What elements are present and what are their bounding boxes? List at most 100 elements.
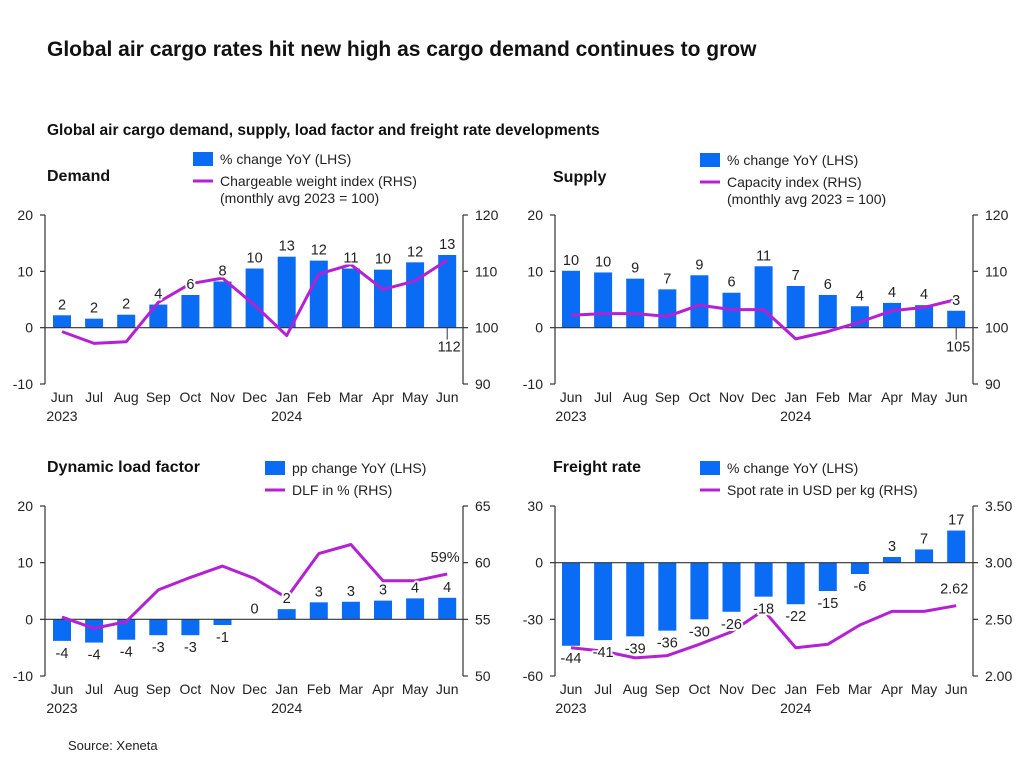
x-tick-label: Jan [275,389,298,405]
right-tick-label: 2.00 [985,668,1012,684]
left-tick-label: 10 [17,555,33,571]
legend-line-label-2: (monthly avg 2023 = 100) [727,191,886,207]
bar-value-label: 4 [443,580,451,596]
right-tick-label: 60 [475,555,491,571]
bar [438,597,457,620]
bar-value-label: 13 [279,239,295,255]
right-tick-label: 3.00 [985,555,1012,571]
bar-value-label: 3 [347,584,355,600]
x-tick-label: Apr [372,389,394,405]
bar [374,600,392,620]
bar [181,619,200,636]
bar-value-label: 2 [90,301,98,317]
x-tick-label: Oct [689,389,711,405]
bar-value-label: 10 [375,252,391,268]
left-tick-label: 0 [25,320,33,336]
right-tick-label: 100 [985,320,1009,336]
x-tick-label: Jan [275,681,298,697]
right-tick-label: 55 [475,611,491,627]
x-tick-label: Jun [436,681,459,697]
bar-value-label: 9 [695,257,703,273]
bar [850,562,869,574]
x-tick-label: May [911,389,937,405]
bar [149,619,168,636]
left-tick-label: 20 [527,207,543,223]
bar [915,305,934,328]
left-tick-label: -60 [523,668,543,684]
bar [883,557,901,563]
x-tick-label: Sep [655,389,680,405]
left-tick-label: 0 [535,320,543,336]
panel-demand: Demand % change YoY (LHS) Chargeable weigh… [13,151,499,424]
bar-value-label: 12 [311,243,327,259]
x-tick-label: Aug [623,389,648,405]
x-tick-label: Jun [945,681,968,697]
bar [883,302,901,328]
bar [53,619,71,641]
bar [53,315,71,328]
bar-value-label: 4 [856,288,864,304]
bar [690,562,709,620]
bar [117,619,136,640]
panel-title: Dynamic load factor [47,459,200,476]
bar-value-label: 10 [595,254,611,270]
bar-value-label: -4 [88,648,101,664]
x-tick-label: Feb [816,681,840,697]
x-tick-label: Aug [623,681,648,697]
bar-value-label: 2 [283,591,291,607]
legend-bar-swatch [700,461,720,475]
bar-value-label: -6 [853,579,866,595]
legend-bar-swatch [700,153,720,167]
bar [722,562,741,612]
x-year-label: 2024 [271,700,302,716]
source-note: Source: Xeneta [68,738,158,753]
panel-dynamic-load-factor: Dynamic load factor pp change YoY (LHS) DL… [13,459,491,716]
left-tick-label: 20 [17,498,33,514]
left-tick-label: 0 [535,555,543,571]
bar-value-label: 7 [792,268,800,284]
legend-bar-swatch [265,461,285,475]
bar [626,278,645,328]
x-tick-label: Jul [85,681,103,697]
x-tick-label: Jun [51,681,74,697]
panel-title: Freight rate [553,459,641,476]
bar [341,268,360,328]
panel-title: Supply [553,169,606,186]
line-end-label: 2.62 [940,582,968,598]
x-tick-label: Aug [114,681,139,697]
x-tick-label: Jan [784,389,807,405]
bar [309,260,328,328]
bar [309,602,328,620]
line-end-label: 112 [438,340,461,356]
bar-value-label: 4 [888,285,896,301]
bar [181,294,200,328]
x-tick-label: Dec [751,681,776,697]
bar [658,289,677,328]
line-end-label: 105 [946,340,970,356]
bar-value-label: 2 [58,297,66,313]
bar [277,609,296,620]
bar [818,294,837,328]
line-end-label: 59% [431,550,460,566]
x-tick-label: Dec [242,389,267,405]
x-tick-label: Sep [146,681,171,697]
right-tick-label: 100 [475,320,499,336]
bar [690,275,709,328]
x-tick-label: Sep [655,681,680,697]
bar [277,256,296,328]
x-tick-label: Jul [85,389,103,405]
bar [562,270,580,328]
bar-value-label: 4 [154,287,162,303]
x-tick-label: Jun [436,389,459,405]
bar-value-label: 6 [727,275,735,291]
legend-bar-label: % change YoY (LHS) [727,152,858,168]
left-tick-label: 10 [17,263,33,279]
bar [947,530,966,563]
bar-value-label: -44 [561,651,582,667]
x-tick-label: May [911,681,937,697]
left-tick-label: -10 [13,376,33,392]
bar [754,562,773,597]
bar-value-label: 6 [824,277,832,293]
x-tick-label: Feb [816,389,840,405]
legend-line-label: Spot rate in USD per kg (RHS) [727,482,918,498]
